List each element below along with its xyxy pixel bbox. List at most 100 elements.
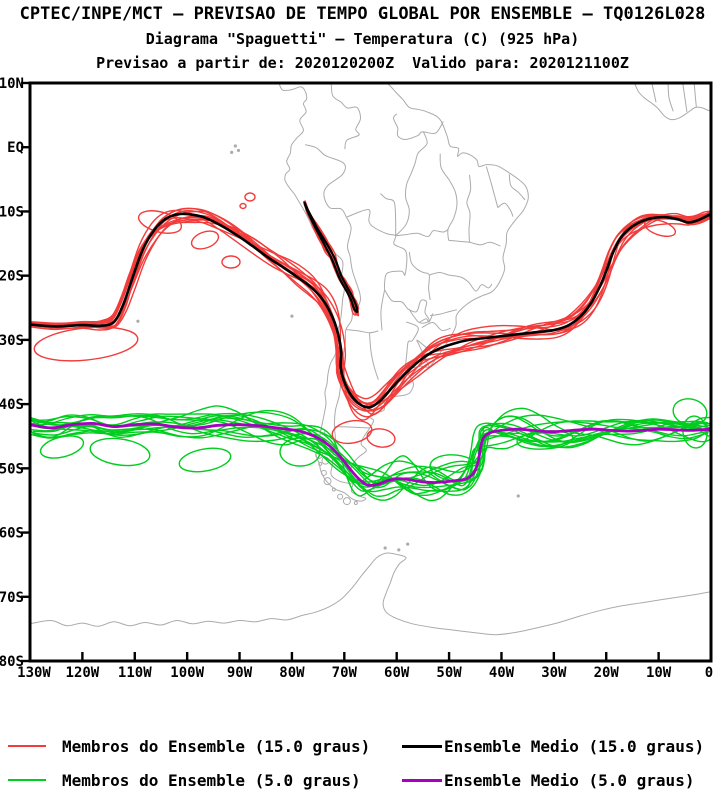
member-line-15c (30, 210, 711, 404)
mean-line-15c (30, 212, 711, 409)
member-line-15c (30, 207, 711, 407)
antarctica-coast (30, 552, 711, 636)
legend-line-mean-15c (402, 744, 442, 748)
patagonia-islet (353, 501, 358, 506)
member-line-5c (30, 411, 707, 498)
island-speck (397, 548, 401, 552)
patagonia-islet (342, 497, 351, 506)
member-line-15c (30, 210, 711, 412)
member-line-5c (30, 409, 711, 501)
lat-label-40S: 40S (0, 397, 24, 413)
country-state-border (430, 309, 458, 316)
patagonia-islet (320, 469, 327, 476)
lon-label-20W: 20W (594, 665, 620, 681)
lon-label-70W: 70W (332, 665, 358, 681)
lat-label-10N: 10N (0, 76, 24, 92)
patagonia-islet (337, 493, 344, 500)
country-state-border (429, 271, 493, 292)
country-state-border (497, 202, 514, 217)
base-map-coastlines (30, 83, 711, 636)
member-loop-5c (39, 435, 85, 459)
member-loop-15c (239, 202, 247, 210)
member-loop-5c (279, 437, 321, 467)
legend-line-mean-5c (402, 778, 442, 782)
country-state-border (393, 113, 444, 141)
lon-label-0: 0 (705, 665, 713, 681)
map-frame (28, 81, 713, 663)
ensemble-mean-15c (30, 201, 711, 409)
member-loop-15c (221, 255, 241, 269)
lat-label-60S: 60S (0, 526, 24, 542)
country-state-border (408, 251, 431, 301)
lon-label-80W: 80W (279, 665, 305, 681)
lat-label-30S: 30S (0, 333, 24, 349)
lat-label-80S: 80S (0, 654, 24, 670)
country-state-border (346, 208, 408, 290)
member-loop-15c (366, 428, 396, 448)
legend-item-members-15c: Membros do Ensemble (15.0 graus) (8, 736, 370, 756)
country-state-border (304, 144, 347, 218)
lat-label-20S: 20S (0, 269, 24, 285)
lat-label-EQ: EQ (7, 140, 24, 156)
country-state-border (380, 193, 397, 236)
member-loop-15c (190, 230, 220, 250)
lon-label-90W: 90W (227, 665, 253, 681)
member-line-15c (31, 214, 711, 408)
country-state-border (369, 332, 379, 380)
legend-item-mean-15c: Ensemble Medio (15.0 graus) (402, 736, 704, 756)
africa-coast (634, 83, 711, 121)
legend-label-mean-15c: Ensemble Medio (15.0 graus) (444, 736, 705, 756)
legend-item-mean-5c: Ensemble Medio (5.0 graus) (402, 770, 694, 790)
legend-line-members-5c (8, 779, 46, 781)
member-loop-15c (331, 419, 373, 445)
country-state-border (466, 174, 472, 243)
country-state-border (345, 329, 379, 334)
island-speck (236, 148, 241, 153)
country-state-border (330, 83, 362, 150)
lon-label-60W: 60W (384, 665, 410, 681)
lat-label-70S: 70S (0, 590, 24, 606)
member-line-15c (30, 212, 710, 406)
member-line-15c (30, 210, 710, 421)
member-line-15c (31, 209, 711, 406)
member-loop-15c (643, 219, 677, 237)
lon-label-50W: 50W (436, 665, 462, 681)
country-state-border (418, 313, 434, 323)
country-state-border (380, 289, 386, 331)
lon-label-10W: 10W (646, 665, 672, 681)
country-state-border (485, 166, 499, 208)
member-line-15c (30, 207, 711, 416)
island-speck (136, 319, 140, 323)
lon-label-100W: 100W (170, 665, 204, 681)
lat-label-10S: 10S (0, 204, 24, 220)
patagonia-islet (318, 461, 323, 466)
member-line-15c (31, 212, 711, 405)
island-speck (406, 542, 410, 546)
country-state-border (395, 228, 449, 238)
country-state-border (384, 289, 430, 324)
lon-label-120W: 120W (66, 665, 100, 681)
member-loop-5c (178, 447, 232, 473)
member-line-5c (30, 414, 710, 489)
lat-label-50S: 50S (0, 461, 24, 477)
patagonia-islet (331, 487, 336, 492)
island-speck (290, 314, 294, 318)
member-line-15c (30, 210, 711, 412)
country-state-border (421, 321, 451, 331)
member-line-5c (30, 415, 709, 487)
patagonia-islet (323, 477, 332, 486)
chart-valid-line: Previsao a partir de: 2020120200Z Valido… (96, 54, 629, 72)
legend-item-members-5c: Membros do Ensemble (5.0 graus) (8, 770, 361, 790)
africa-border (667, 83, 674, 112)
africa-border (651, 83, 657, 103)
country-state-border (395, 131, 428, 237)
member-line-15c (30, 212, 711, 411)
lon-label-110W: 110W (118, 665, 152, 681)
member-loop-5c (89, 437, 151, 467)
chart-subtitle: Diagrama "Spaguetti" — Temperatura (C) (… (145, 30, 580, 48)
country-state-border (404, 321, 419, 370)
island-speck (233, 144, 237, 148)
lon-label-30W: 30W (541, 665, 567, 681)
